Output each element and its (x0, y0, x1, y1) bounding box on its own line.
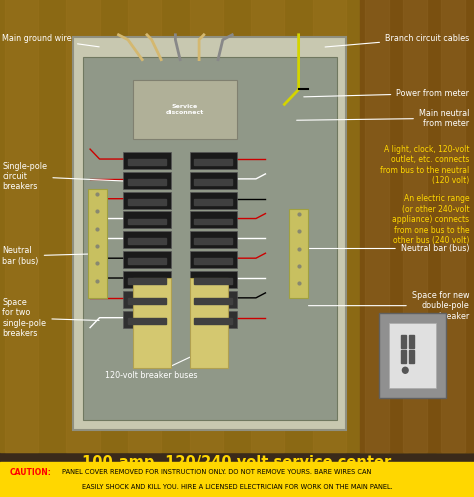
Bar (123, 311, 171, 328)
Bar (401, 350, 406, 363)
Bar (190, 271, 237, 288)
Bar (73, 37, 346, 430)
Bar (190, 251, 237, 268)
Bar (123, 152, 171, 169)
Bar (401, 335, 406, 348)
Text: 100-amp, 120/240 volt service center: 100-amp, 120/240 volt service center (82, 455, 392, 470)
Bar (133, 80, 237, 139)
Text: An electric range
(or other 240-volt
appliance) connects
from one bus to the
oth: An electric range (or other 240-volt app… (392, 194, 469, 245)
Bar (128, 239, 166, 245)
Bar (123, 231, 171, 248)
Bar (190, 231, 237, 248)
Text: EASILY SHOCK AND KILL YOU. HIRE A LICENSED ELECTRICIAN FOR WORK ON THE MAIN PANE: EASILY SHOCK AND KILL YOU. HIRE A LICENS… (82, 484, 392, 490)
Bar (123, 271, 171, 288)
Bar (190, 278, 228, 368)
Text: A light, clock, 120-volt
outlet, etc. connects
from bus to the neutral
(120 volt: A light, clock, 120-volt outlet, etc. co… (380, 145, 469, 185)
Text: Main neutral
from meter: Main neutral from meter (297, 108, 469, 128)
Bar (83, 57, 337, 420)
Text: Service
disconnect: Service disconnect (166, 104, 204, 115)
Bar (379, 313, 446, 398)
Bar (128, 298, 166, 304)
Text: Neutral
bar (bus): Neutral bar (bus) (2, 246, 106, 266)
Bar (251, 0, 284, 452)
Text: Main ground wire: Main ground wire (2, 34, 99, 47)
Bar (128, 258, 166, 264)
Bar (88, 189, 107, 298)
Bar (365, 0, 389, 452)
Bar (123, 291, 171, 308)
Bar (190, 192, 237, 209)
Text: 120-volt breaker buses: 120-volt breaker buses (105, 354, 198, 380)
Text: Branch circuit cables: Branch circuit cables (325, 34, 469, 47)
Bar (128, 318, 166, 324)
Bar (0, 462, 474, 497)
Bar (190, 152, 237, 169)
Bar (128, 278, 166, 284)
Bar (194, 278, 232, 284)
Bar (128, 0, 161, 452)
Bar (313, 0, 346, 452)
Bar (409, 350, 414, 363)
Bar (128, 219, 166, 225)
Text: Power from meter: Power from meter (304, 89, 469, 98)
Text: Single-pole
circuit
breakers: Single-pole circuit breakers (2, 162, 130, 191)
Bar (194, 199, 232, 205)
Bar (123, 212, 171, 229)
Bar (190, 0, 223, 452)
Bar (194, 239, 232, 245)
Bar (5, 0, 38, 452)
Bar (190, 291, 237, 308)
Ellipse shape (402, 367, 408, 373)
Bar (194, 219, 232, 225)
Text: CAUTION:: CAUTION: (9, 468, 51, 477)
Bar (128, 179, 166, 185)
Bar (289, 209, 308, 298)
Bar (436, 0, 469, 452)
Bar (194, 298, 232, 304)
Bar (360, 0, 474, 452)
Bar (128, 159, 166, 165)
Text: Neutral bar (bus): Neutral bar (bus) (309, 244, 469, 253)
Bar (194, 159, 232, 165)
Text: PANEL COVER REMOVED FOR INSTRUCTION ONLY. DO NOT REMOVE YOURS. BARE WIRES CAN: PANEL COVER REMOVED FOR INSTRUCTION ONLY… (62, 469, 371, 475)
Bar (403, 0, 427, 452)
Bar (194, 318, 232, 324)
Bar (123, 172, 171, 189)
Bar (66, 0, 100, 452)
Bar (441, 0, 465, 452)
Bar (133, 278, 171, 368)
Bar (123, 192, 171, 209)
Bar (194, 258, 232, 264)
Bar (123, 251, 171, 268)
Bar (409, 335, 414, 348)
Bar (194, 179, 232, 185)
Bar (128, 199, 166, 205)
Bar (374, 0, 408, 452)
Bar (389, 323, 436, 388)
Text: Space for new
double-pole
breaker: Space for new double-pole breaker (309, 291, 469, 321)
Bar (190, 172, 237, 189)
Bar (190, 311, 237, 328)
Text: Space
for two
single-pole
breakers: Space for two single-pole breakers (2, 298, 99, 338)
Bar (190, 212, 237, 229)
